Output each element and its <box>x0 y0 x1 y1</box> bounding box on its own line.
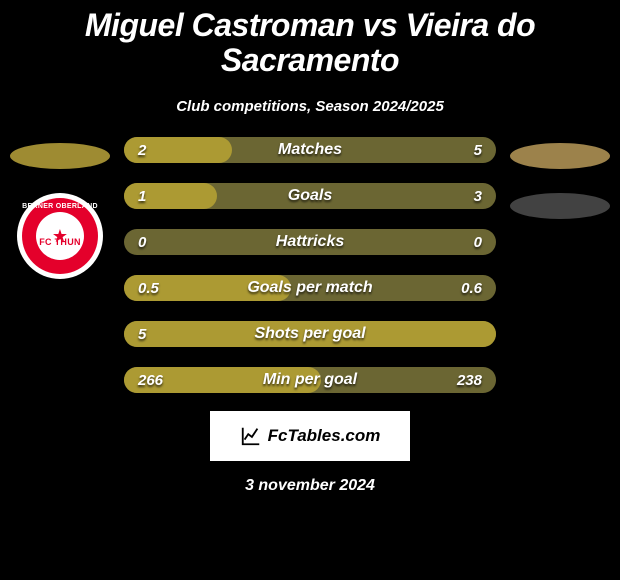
stat-left-value: 0 <box>138 234 146 251</box>
badge-ring: BERNER OBERLAND ★ FC THUN <box>22 198 98 274</box>
stat-row: 0 Hattricks 0 <box>124 229 496 255</box>
stat-right-value: 238 <box>457 372 482 389</box>
stat-right-value: 0 <box>474 234 482 251</box>
chart-icon <box>240 425 262 447</box>
stat-right-value: 3 <box>474 188 482 205</box>
stat-row: 0.5 Goals per match 0.6 <box>124 275 496 301</box>
stat-left-value: 266 <box>138 372 163 389</box>
player1-ellipse <box>10 143 110 169</box>
stat-left-value: 2 <box>138 142 146 159</box>
subtitle: Club competitions, Season 2024/2025 <box>0 80 620 125</box>
stat-left-value: 1 <box>138 188 146 205</box>
stat-row: 1 Goals 3 <box>124 183 496 209</box>
stat-row: 2 Matches 5 <box>124 137 496 163</box>
player2-ellipse-2 <box>510 193 610 219</box>
stat-row: 266 Min per goal 238 <box>124 367 496 393</box>
badge-text-main: FC THUN <box>39 237 81 247</box>
player2-ellipse-1 <box>510 143 610 169</box>
stat-label: Hattricks <box>276 233 344 251</box>
badge-text-top: BERNER OBERLAND <box>22 203 98 210</box>
stat-label: Goals per match <box>247 279 372 297</box>
comparison-panel: BERNER OBERLAND ★ FC THUN 2 Matches 5 1 Goal… <box>0 125 620 393</box>
stat-label: Matches <box>278 141 342 159</box>
date-text: 3 november 2024 <box>0 461 620 495</box>
player1-side: BERNER OBERLAND ★ FC THUN <box>0 137 120 393</box>
stat-label: Min per goal <box>263 371 357 389</box>
badge-inner: ★ FC THUN <box>36 212 84 260</box>
stat-label: Goals <box>288 187 332 205</box>
stat-right-value: 0.6 <box>461 280 482 297</box>
stat-left-value: 5 <box>138 326 146 343</box>
player1-club-badge: BERNER OBERLAND ★ FC THUN <box>17 193 103 279</box>
player2-side <box>500 137 620 393</box>
page-title: Miguel Castroman vs Vieira do Sacramento <box>0 0 620 80</box>
stat-label: Shots per goal <box>254 325 365 343</box>
stat-row: 5 Shots per goal <box>124 321 496 347</box>
stats-bars: 2 Matches 5 1 Goals 3 0 Hattricks 0 0.5 Goals per … <box>120 137 500 393</box>
stat-left-value: 0.5 <box>138 280 159 297</box>
stat-right-value: 5 <box>474 142 482 159</box>
branding-text: FcTables.com <box>268 426 381 446</box>
branding-badge: FcTables.com <box>210 411 410 461</box>
